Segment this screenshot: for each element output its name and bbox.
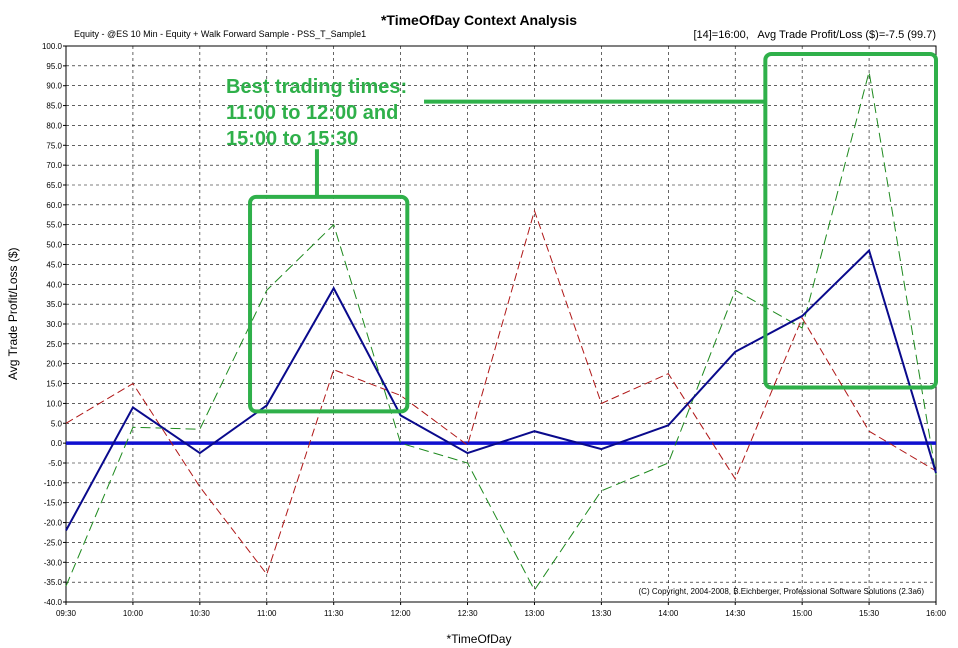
x-tick-label: 16:00 xyxy=(926,609,947,618)
y-tick-label: 55.0 xyxy=(46,221,62,230)
y-tick-label: 30.0 xyxy=(46,320,62,329)
y-tick-label: -5.0 xyxy=(48,459,62,468)
y-tick-label: 65.0 xyxy=(46,181,62,190)
x-tick-label: 10:30 xyxy=(190,609,211,618)
x-tick-label: 09:30 xyxy=(56,609,77,618)
chart-title: *TimeOfDay Context Analysis xyxy=(380,12,578,28)
y-tick-label: -15.0 xyxy=(44,499,63,508)
x-axis-label: *TimeOfDay xyxy=(446,632,512,646)
y-tick-label: 35.0 xyxy=(46,300,62,309)
y-tick-label: 20.0 xyxy=(46,360,62,369)
y-tick-label: -35.0 xyxy=(44,578,63,587)
x-tick-label: 13:30 xyxy=(591,609,612,618)
chart-source-info: Equity - @ES 10 Min - Equity + Walk Forw… xyxy=(74,29,367,39)
x-tick-label: 12:00 xyxy=(391,609,412,618)
copyright-note: (C) Copyright, 2004-2008, B.Eichberger, … xyxy=(639,587,925,596)
chart-status-readout: [14]=16:00, Avg Trade Profit/Loss ($)=-7… xyxy=(693,29,936,41)
y-tick-label: 10.0 xyxy=(46,399,62,408)
x-tick-label: 14:30 xyxy=(725,609,746,618)
x-tick-label: 11:30 xyxy=(324,609,344,618)
y-tick-label: -20.0 xyxy=(44,519,63,528)
y-tick-label: 95.0 xyxy=(46,62,62,71)
y-tick-label: 90.0 xyxy=(46,82,62,91)
y-tick-label: 100.0 xyxy=(42,42,63,51)
highlight-box-afternoon xyxy=(763,51,938,390)
series-line-red xyxy=(65,209,937,576)
y-tick-label: 40.0 xyxy=(46,280,62,289)
x-tick-label: 14:00 xyxy=(658,609,679,618)
y-tick-label: -10.0 xyxy=(44,479,63,488)
y-tick-label: 45.0 xyxy=(46,260,62,269)
x-tick-label: 15:00 xyxy=(792,609,813,618)
callout-text: Best trading times: 11:00 to 12:00 and 1… xyxy=(226,76,408,150)
y-tick-label: 80.0 xyxy=(46,121,62,130)
y-tick-label: 70.0 xyxy=(46,161,62,170)
y-tick-label: 50.0 xyxy=(46,241,62,250)
y-tick-label: -30.0 xyxy=(44,558,63,567)
series-line-main xyxy=(65,248,937,531)
x-tick-label: 15:30 xyxy=(859,609,880,618)
y-tick-label: -25.0 xyxy=(44,538,63,547)
y-tick-label: 15.0 xyxy=(46,380,62,389)
y-tick-label: -40.0 xyxy=(44,598,63,607)
y-tick-label: 25.0 xyxy=(46,340,62,349)
y-tick-label: 75.0 xyxy=(46,141,62,150)
y-tick-label: 85.0 xyxy=(46,102,62,111)
y-tick-label: 5.0 xyxy=(51,419,63,428)
x-tick-label: 12:30 xyxy=(458,609,479,618)
x-tick-label: 11:00 xyxy=(257,609,277,618)
x-tick-label: 13:00 xyxy=(524,609,545,618)
x-tick-label: 10:00 xyxy=(123,609,144,618)
highlight-box-morning xyxy=(248,194,410,414)
y-tick-label: 60.0 xyxy=(46,201,62,210)
y-tick-label: 0.0 xyxy=(51,439,63,448)
